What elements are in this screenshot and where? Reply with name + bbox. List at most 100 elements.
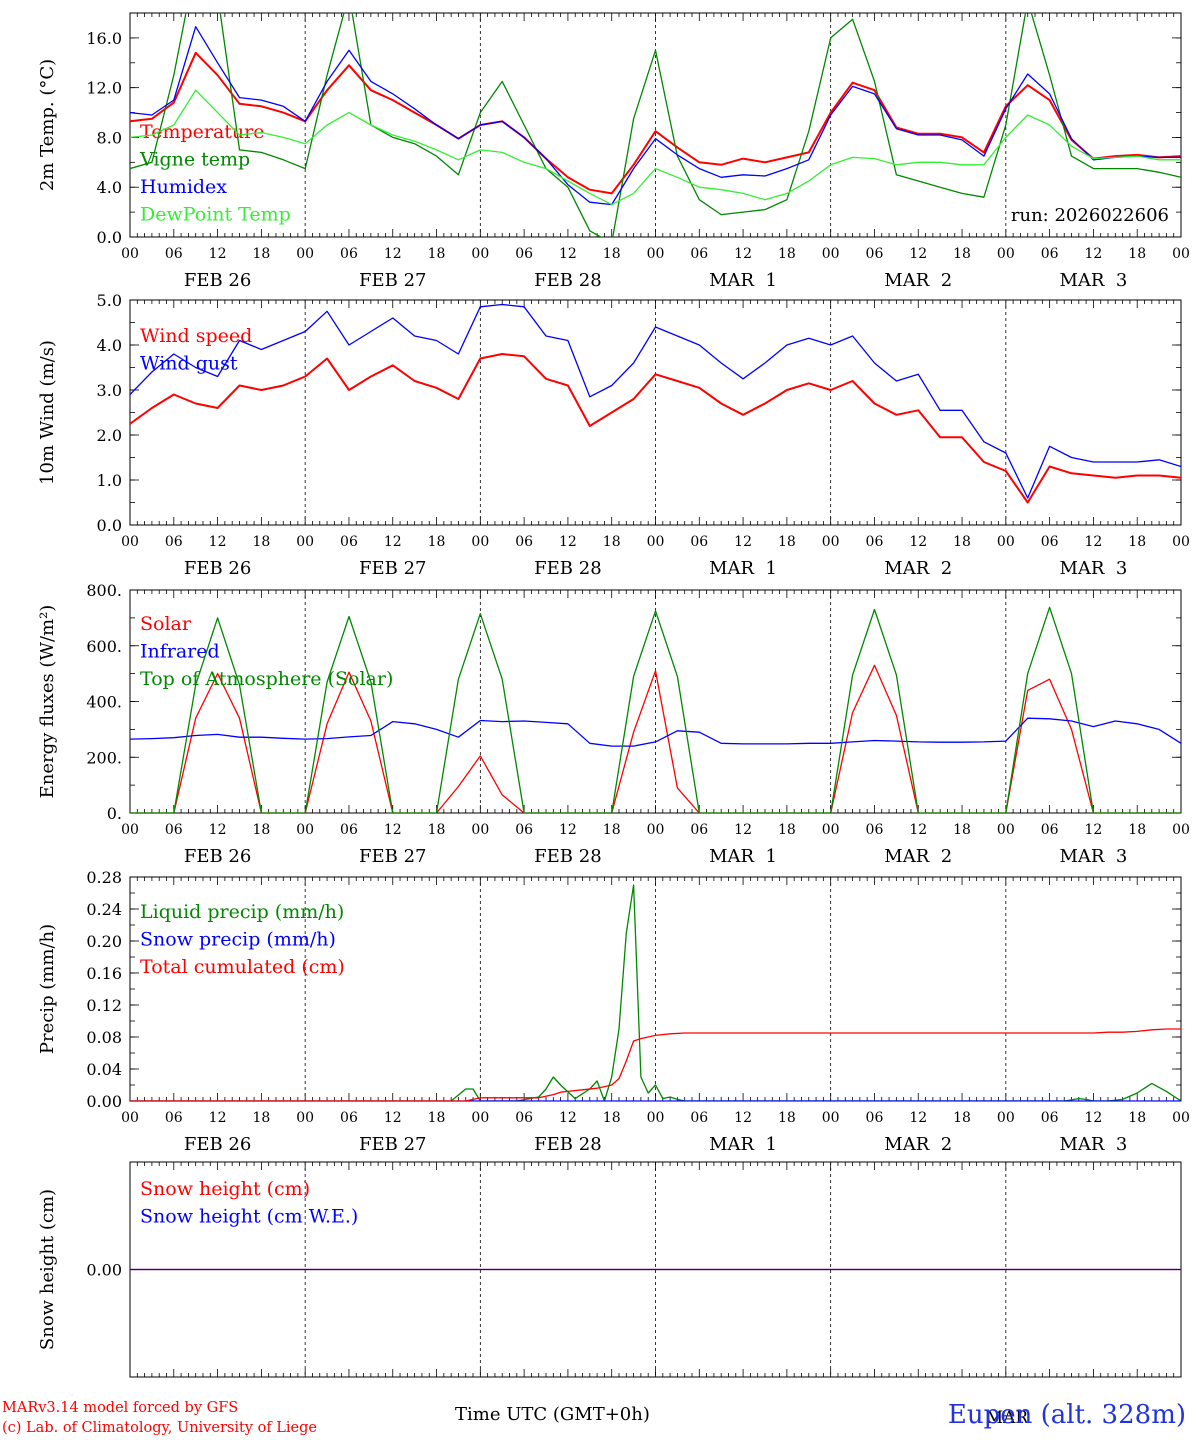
x-tick-label: 00 [822,1110,840,1126]
x-tick-label: 00 [121,534,139,550]
x-tick-label: 18 [953,534,971,550]
x-tick-label: 18 [953,246,971,262]
y-tick-label: 800. [86,581,122,600]
x-tick-label: 00 [471,822,489,838]
day-label: FEB 27 [359,1134,426,1155]
x-tick-label: 18 [778,534,796,550]
x-tick-label: 00 [997,246,1015,262]
y-tick-label: 4.0 [97,178,122,197]
x-tick-label: 06 [866,822,884,838]
x-tick-label: 06 [1041,246,1059,262]
x-tick-label: 06 [866,1110,884,1126]
series-line-total-cumulated-cm- [130,1028,1181,1101]
y-tick-label: 0.08 [86,1028,122,1047]
day-label: FEB 26 [184,270,251,291]
x-tick-label: 00 [997,534,1015,550]
series-line-vigne-temp [130,13,1181,237]
x-tick-label: 06 [690,534,708,550]
x-tick-label: 18 [428,246,446,262]
day-label: MAR 3 [1059,1134,1127,1155]
legend-entry: Snow height (cm) [140,1178,310,1200]
x-tick-label: 06 [340,822,358,838]
x-tick-label: 06 [340,534,358,550]
legend-entry: Snow height (cm W.E.) [140,1206,358,1228]
day-label: FEB 28 [534,558,601,579]
x-tick-label: 12 [734,1110,752,1126]
y-tick-label: 0.00 [86,1092,122,1111]
series-line-infrared [130,717,1181,747]
x-tick-label: 12 [909,1110,927,1126]
x-tick-label: 12 [909,246,927,262]
x-tick-label: 00 [471,1110,489,1126]
overlap-label: MAR [986,1408,1030,1428]
y-tick-label: 12.0 [86,79,122,98]
panel-wind: 0.0 1.0 2.0 3.0 4.0 5.0 10m Wind (m/s) 00 06 12 18… [37,291,1190,579]
day-label: MAR 1 [709,558,777,579]
y-tick-label: 2.0 [97,426,122,445]
x-tick-label: 18 [603,1110,621,1126]
day-label: FEB 26 [184,558,251,579]
x-tick-label: 12 [384,246,402,262]
series-line-wind-gust [130,303,1181,499]
legend-entry: Top of Atmosphere (Solar) [140,668,393,690]
plot-frame [129,299,1182,526]
x-tick-label: 06 [690,1110,708,1126]
day-label: MAR 2 [884,1134,952,1155]
model-credit: MARv3.14 model forced by GFS (c) Lab. of… [2,1398,317,1438]
x-tick-label: 00 [296,822,314,838]
x-tick-label: 06 [165,534,183,550]
y-tick-label: 16.0 [86,29,122,48]
x-tick-label: 06 [165,246,183,262]
x-tick-label: 18 [603,534,621,550]
time-axis-title: Time UTC (GMT+0h) [455,1404,650,1425]
y-tick-label: 0.0 [97,516,122,535]
x-tick-label: 12 [1085,822,1103,838]
day-label: FEB 27 [359,846,426,867]
x-tick-label: 00 [822,822,840,838]
x-tick-label: 06 [340,246,358,262]
x-tick-label: 06 [340,1110,358,1126]
x-tick-label: 00 [1172,246,1190,262]
x-tick-label: 18 [428,1110,446,1126]
y-tick-label: 1.0 [97,471,122,490]
series-line-wind-speed [130,353,1181,504]
x-tick-label: 12 [559,1110,577,1126]
x-tick-label: 06 [1041,822,1059,838]
x-tick-label: 12 [909,822,927,838]
legend-entry: Snow precip (mm/h) [140,929,336,951]
day-label: MAR 1 [709,270,777,291]
credit-line-1: MARv3.14 model forced by GFS [2,1400,239,1416]
x-tick-label: 06 [1041,1110,1059,1126]
x-tick-label: 00 [1172,534,1190,550]
x-tick-label: 06 [515,534,533,550]
x-tick-label: 00 [1172,1110,1190,1126]
x-tick-label: 18 [252,1110,270,1126]
legend-entry: Liquid precip (mm/h) [140,901,344,923]
x-tick-label: 00 [121,1110,139,1126]
x-tick-label: 18 [778,822,796,838]
day-label: FEB 26 [184,1134,251,1155]
x-tick-label: 00 [647,822,665,838]
series-line-top-of-atmosphere-solar- [130,606,1181,813]
x-tick-label: 12 [559,246,577,262]
x-tick-label: 12 [209,822,227,838]
x-tick-label: 12 [1085,534,1103,550]
x-tick-label: 00 [1172,822,1190,838]
day-label: MAR 2 [884,270,952,291]
x-tick-label: 12 [209,1110,227,1126]
day-label: MAR 2 [884,558,952,579]
x-tick-label: 00 [296,534,314,550]
day-label: FEB 28 [534,270,601,291]
x-tick-label: 00 [822,534,840,550]
y-tick-label: 200. [86,748,122,767]
x-tick-label: 18 [778,1110,796,1126]
x-tick-label: 12 [734,534,752,550]
y-tick-label: 3.0 [97,381,122,400]
x-tick-label: 12 [384,822,402,838]
y-tick-label: 0.16 [86,964,122,983]
day-label: FEB 27 [359,558,426,579]
legend-entry: Humidex [140,176,227,198]
x-tick-label: 12 [734,246,752,262]
day-label: MAR 3 [1059,270,1127,291]
